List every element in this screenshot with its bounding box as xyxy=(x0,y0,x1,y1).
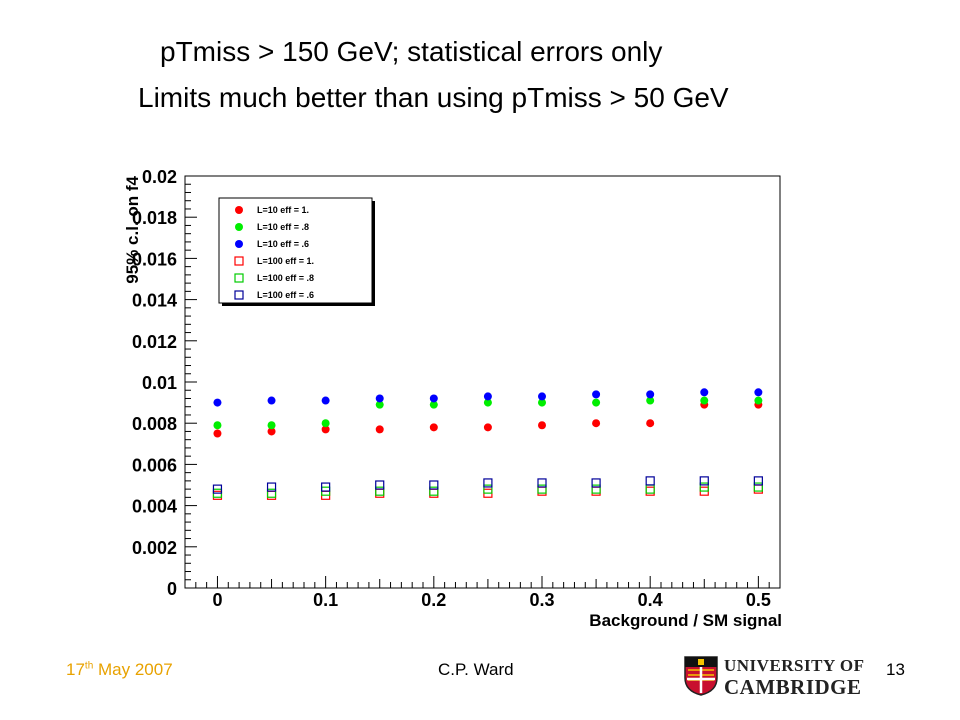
data-point xyxy=(483,423,492,432)
x-tick-label: 0.3 xyxy=(529,590,554,610)
legend-box xyxy=(218,197,373,304)
data-point xyxy=(234,290,244,300)
data-point xyxy=(375,400,384,409)
x-tick-label: 0.1 xyxy=(313,590,338,610)
data-point xyxy=(754,396,763,405)
data-point xyxy=(267,396,276,405)
data-point xyxy=(213,429,222,438)
data-point xyxy=(266,482,277,492)
legend-entry: L=100 eff = .8 xyxy=(257,273,314,283)
data-point xyxy=(753,476,763,486)
data-point xyxy=(754,388,763,397)
logo-line2: CAMBRIDGE xyxy=(724,675,862,699)
x-tick-label: 0.4 xyxy=(638,590,663,610)
y-tick-label: 0.004 xyxy=(132,497,177,517)
data-point xyxy=(592,398,601,407)
footer-date-day: 17 xyxy=(66,660,85,679)
y-axis-label: 95% c.l. on f4 xyxy=(123,175,142,283)
footer-date: 17th May 2007 xyxy=(66,660,173,680)
data-point xyxy=(700,396,709,405)
data-point xyxy=(646,419,655,428)
y-tick-label: 0.016 xyxy=(132,249,177,269)
slide-title-line2: Limits much better than using pTmiss > 5… xyxy=(138,82,729,113)
footer-author: C.P. Ward xyxy=(438,660,514,679)
data-point xyxy=(375,486,385,496)
data-point xyxy=(646,396,655,405)
data-point xyxy=(213,398,222,407)
y-tick-label: 0 xyxy=(167,579,177,599)
data-point xyxy=(646,390,655,399)
data-point xyxy=(483,478,493,488)
data-point xyxy=(538,421,546,430)
x-axis-label: Background / SM signal xyxy=(589,611,782,630)
y-tick-label: 0.01 xyxy=(142,373,177,393)
legend-entry: L=100 eff = .6 xyxy=(257,290,314,300)
data-point xyxy=(429,400,438,409)
data-point xyxy=(592,419,601,428)
data-point xyxy=(591,478,601,488)
data-point xyxy=(235,240,243,248)
slide-title-line1: pTmiss > 150 GeV; statistical errors onl… xyxy=(160,36,663,67)
logo-line1: UNIVERSITY OF xyxy=(724,656,865,675)
data-point xyxy=(321,425,330,434)
data-point xyxy=(483,392,492,401)
data-point xyxy=(213,421,222,430)
data-point xyxy=(234,273,244,283)
y-tick-label: 0.002 xyxy=(132,538,177,558)
legend-entry: L=10 eff = .6 xyxy=(257,239,309,249)
footer-date-sup: th xyxy=(84,660,94,672)
data-point xyxy=(592,390,601,399)
data-point xyxy=(235,223,243,231)
data-point xyxy=(266,488,277,498)
x-tick-label: 0 xyxy=(212,590,222,610)
cambridge-shield-icon xyxy=(684,656,718,696)
legend-entry: L=10 eff = .8 xyxy=(257,222,309,232)
data-point xyxy=(429,486,439,496)
data-point xyxy=(537,484,547,494)
data-point xyxy=(483,398,492,407)
y-tick-label: 0.008 xyxy=(132,414,177,434)
data-point xyxy=(321,396,330,405)
data-point xyxy=(429,394,438,403)
data-point xyxy=(645,476,655,486)
x-tick-label: 0.2 xyxy=(421,590,446,610)
data-point xyxy=(375,425,384,434)
x-tick-label: 0.5 xyxy=(746,590,771,610)
data-point xyxy=(212,484,223,494)
data-point xyxy=(429,480,439,490)
legend-entry: L=10 eff = 1. xyxy=(257,205,309,215)
data-point xyxy=(591,484,601,494)
legend-entry: L=100 eff = 1. xyxy=(257,256,314,266)
data-point xyxy=(483,484,493,494)
data-point xyxy=(321,482,331,492)
data-point xyxy=(375,480,385,490)
data-point xyxy=(234,256,244,266)
data-point xyxy=(375,394,384,403)
data-point xyxy=(429,423,438,432)
y-tick-label: 0.006 xyxy=(132,455,177,475)
y-tick-label: 0.012 xyxy=(132,332,177,352)
data-point xyxy=(235,206,243,214)
data-point xyxy=(753,482,763,492)
data-point xyxy=(699,482,709,492)
data-point xyxy=(699,476,709,486)
data-point xyxy=(700,388,709,397)
data-point xyxy=(321,419,330,428)
data-point xyxy=(538,398,546,407)
footer-date-rest: May 2007 xyxy=(93,660,173,679)
data-point xyxy=(537,478,547,488)
page-number: 13 xyxy=(886,660,905,679)
y-tick-label: 0.02 xyxy=(142,167,177,187)
y-tick-label: 0.018 xyxy=(132,208,177,228)
university-logo: UNIVERSITY OF CAMBRIDGE xyxy=(684,656,874,700)
data-point xyxy=(267,427,276,436)
data-point xyxy=(538,392,546,401)
y-tick-label: 0.014 xyxy=(132,291,177,311)
data-point xyxy=(267,421,276,430)
